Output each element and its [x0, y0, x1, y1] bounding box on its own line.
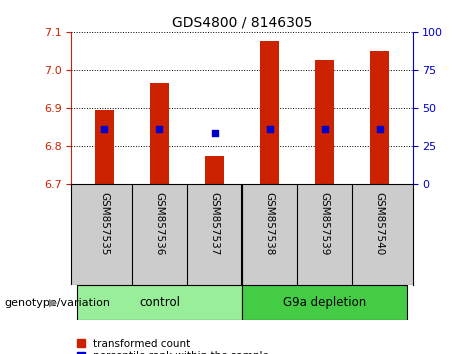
Bar [205, 155, 224, 184]
Text: genotype/variation: genotype/variation [5, 298, 111, 308]
Bar [260, 41, 279, 184]
Point [266, 126, 273, 132]
Legend: transformed count, percentile rank within the sample: transformed count, percentile rank withi… [77, 339, 269, 354]
Text: GSM857535: GSM857535 [100, 192, 109, 256]
Text: GSM857537: GSM857537 [209, 192, 219, 256]
Text: ▶: ▶ [49, 298, 57, 308]
Bar [95, 110, 114, 184]
Point [101, 126, 108, 132]
Bar [150, 83, 169, 184]
Point [156, 126, 163, 132]
Text: GSM857536: GSM857536 [154, 192, 165, 256]
Bar [370, 51, 389, 184]
Title: GDS4800 / 8146305: GDS4800 / 8146305 [172, 15, 312, 29]
Text: control: control [139, 296, 180, 309]
Text: GSM857539: GSM857539 [319, 192, 330, 256]
Text: G9a depletion: G9a depletion [283, 296, 366, 309]
Text: GSM857540: GSM857540 [375, 192, 384, 255]
Point [376, 126, 383, 132]
Bar [77, 285, 242, 320]
Point [321, 126, 328, 132]
Text: GSM857538: GSM857538 [265, 192, 275, 256]
Bar [315, 61, 334, 184]
Bar [242, 285, 407, 320]
Point [211, 130, 218, 136]
